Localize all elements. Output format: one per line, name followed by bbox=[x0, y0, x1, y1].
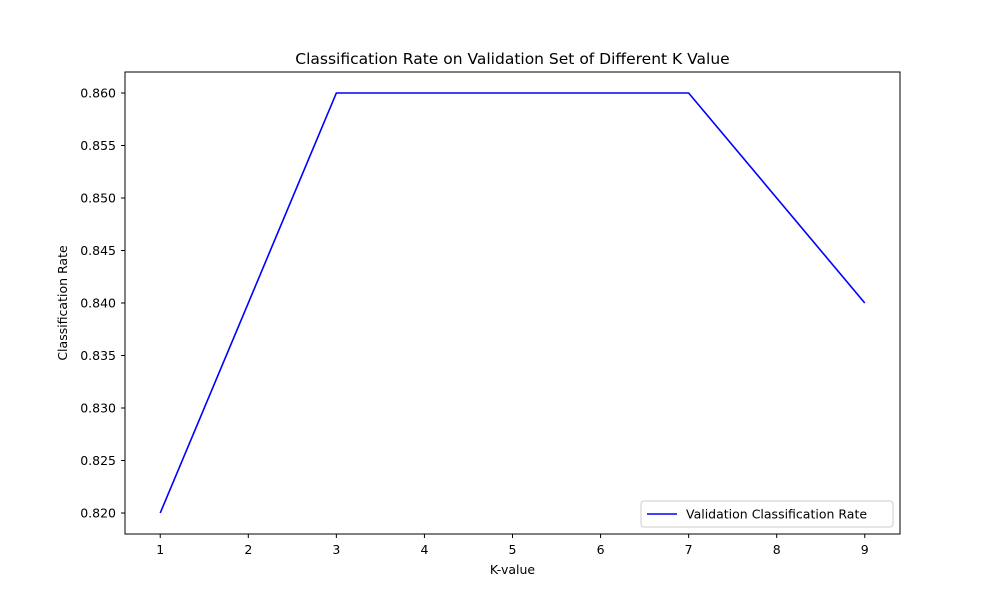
x-tick-label: 5 bbox=[509, 542, 517, 557]
y-axis-label: Classification Rate bbox=[55, 245, 70, 361]
x-tick-label: 1 bbox=[156, 542, 164, 557]
x-axis-label: K-value bbox=[490, 562, 536, 577]
chart-title: Classification Rate on Validation Set of… bbox=[295, 50, 729, 68]
y-tick-label: 0.820 bbox=[80, 506, 116, 521]
legend: Validation Classification Rate bbox=[641, 501, 893, 527]
x-tick-label: 3 bbox=[332, 542, 340, 557]
y-tick-label: 0.860 bbox=[80, 86, 116, 101]
legend-label-validation: Validation Classification Rate bbox=[686, 507, 867, 522]
y-tick-label: 0.830 bbox=[80, 401, 116, 416]
x-tick-label: 4 bbox=[420, 542, 428, 557]
y-tick-label: 0.850 bbox=[80, 191, 116, 206]
y-tick-label: 0.835 bbox=[80, 348, 116, 363]
x-tick-label: 8 bbox=[773, 542, 781, 557]
x-tick-label: 6 bbox=[597, 542, 605, 557]
x-tick-label: 7 bbox=[685, 542, 693, 557]
y-tick-label: 0.855 bbox=[80, 138, 116, 153]
y-tick-label: 0.825 bbox=[80, 453, 116, 468]
x-tick-label: 2 bbox=[244, 542, 252, 557]
y-tick-label: 0.840 bbox=[80, 296, 116, 311]
x-tick-label: 9 bbox=[861, 542, 869, 557]
y-tick-label: 0.845 bbox=[80, 243, 116, 258]
